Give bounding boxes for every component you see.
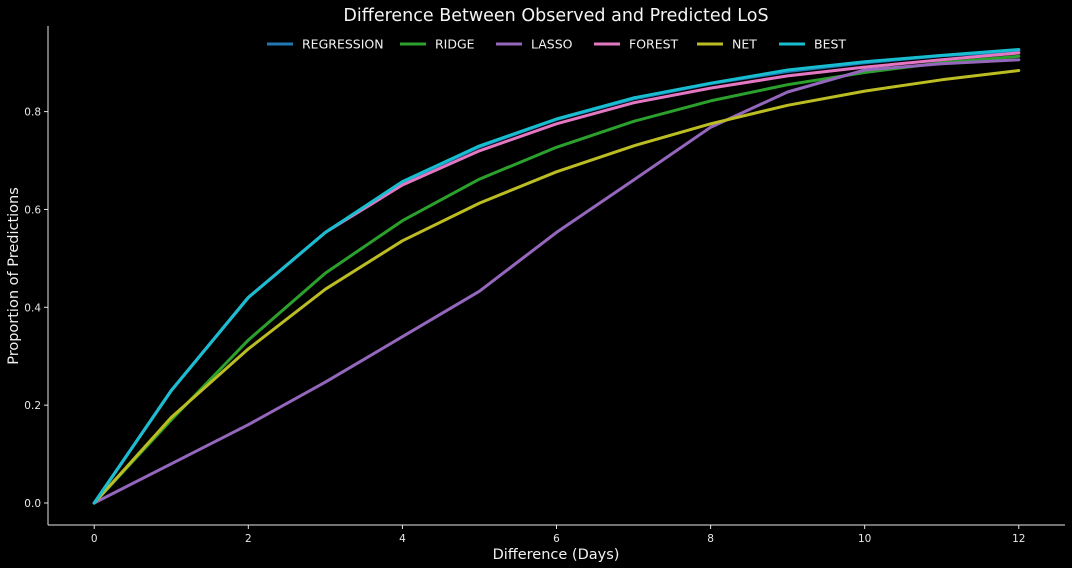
x-ticks: 0 2 4 6 8 10 12 <box>91 525 1025 545</box>
chart-title: Difference Between Observed and Predicte… <box>343 6 768 26</box>
y-axis-title: Proportion of Predictions <box>6 187 22 365</box>
y-tick-label: 0.4 <box>24 302 41 314</box>
legend-label-ridge: RIDGE <box>435 37 475 52</box>
legend-label-lasso: LASSO <box>531 37 573 52</box>
x-tick-label: 10 <box>858 533 871 545</box>
x-tick-label: 8 <box>707 533 714 545</box>
legend-label-net: NET <box>732 37 757 52</box>
legend-label-regression: REGRESSION <box>302 37 384 52</box>
series-lines <box>92 48 1021 505</box>
y-tick-label: 0.8 <box>24 107 41 119</box>
x-tick-label: 0 <box>91 533 98 545</box>
legend-label-forest: FOREST <box>629 37 679 52</box>
y-tick-label: 0.6 <box>24 204 41 216</box>
x-tick-label: 12 <box>1012 533 1025 545</box>
series-line-best <box>92 48 1021 505</box>
legend-label-best: BEST <box>814 37 846 52</box>
series-line-ridge <box>92 54 1021 505</box>
x-tick-label: 2 <box>245 533 252 545</box>
series-line-lasso <box>92 58 1021 505</box>
y-ticks: 0.0 0.2 0.4 0.6 0.8 <box>24 107 48 510</box>
series-line-net <box>92 69 1021 505</box>
x-axis-title: Difference (Days) <box>493 547 620 563</box>
x-tick-label: 6 <box>553 533 560 545</box>
y-tick-label: 0.2 <box>24 400 41 412</box>
x-tick-label: 4 <box>399 533 406 545</box>
y-tick-label: 0.0 <box>24 498 41 510</box>
legend: REGRESSION RIDGE LASSO FOREST NET BEST <box>267 37 846 52</box>
